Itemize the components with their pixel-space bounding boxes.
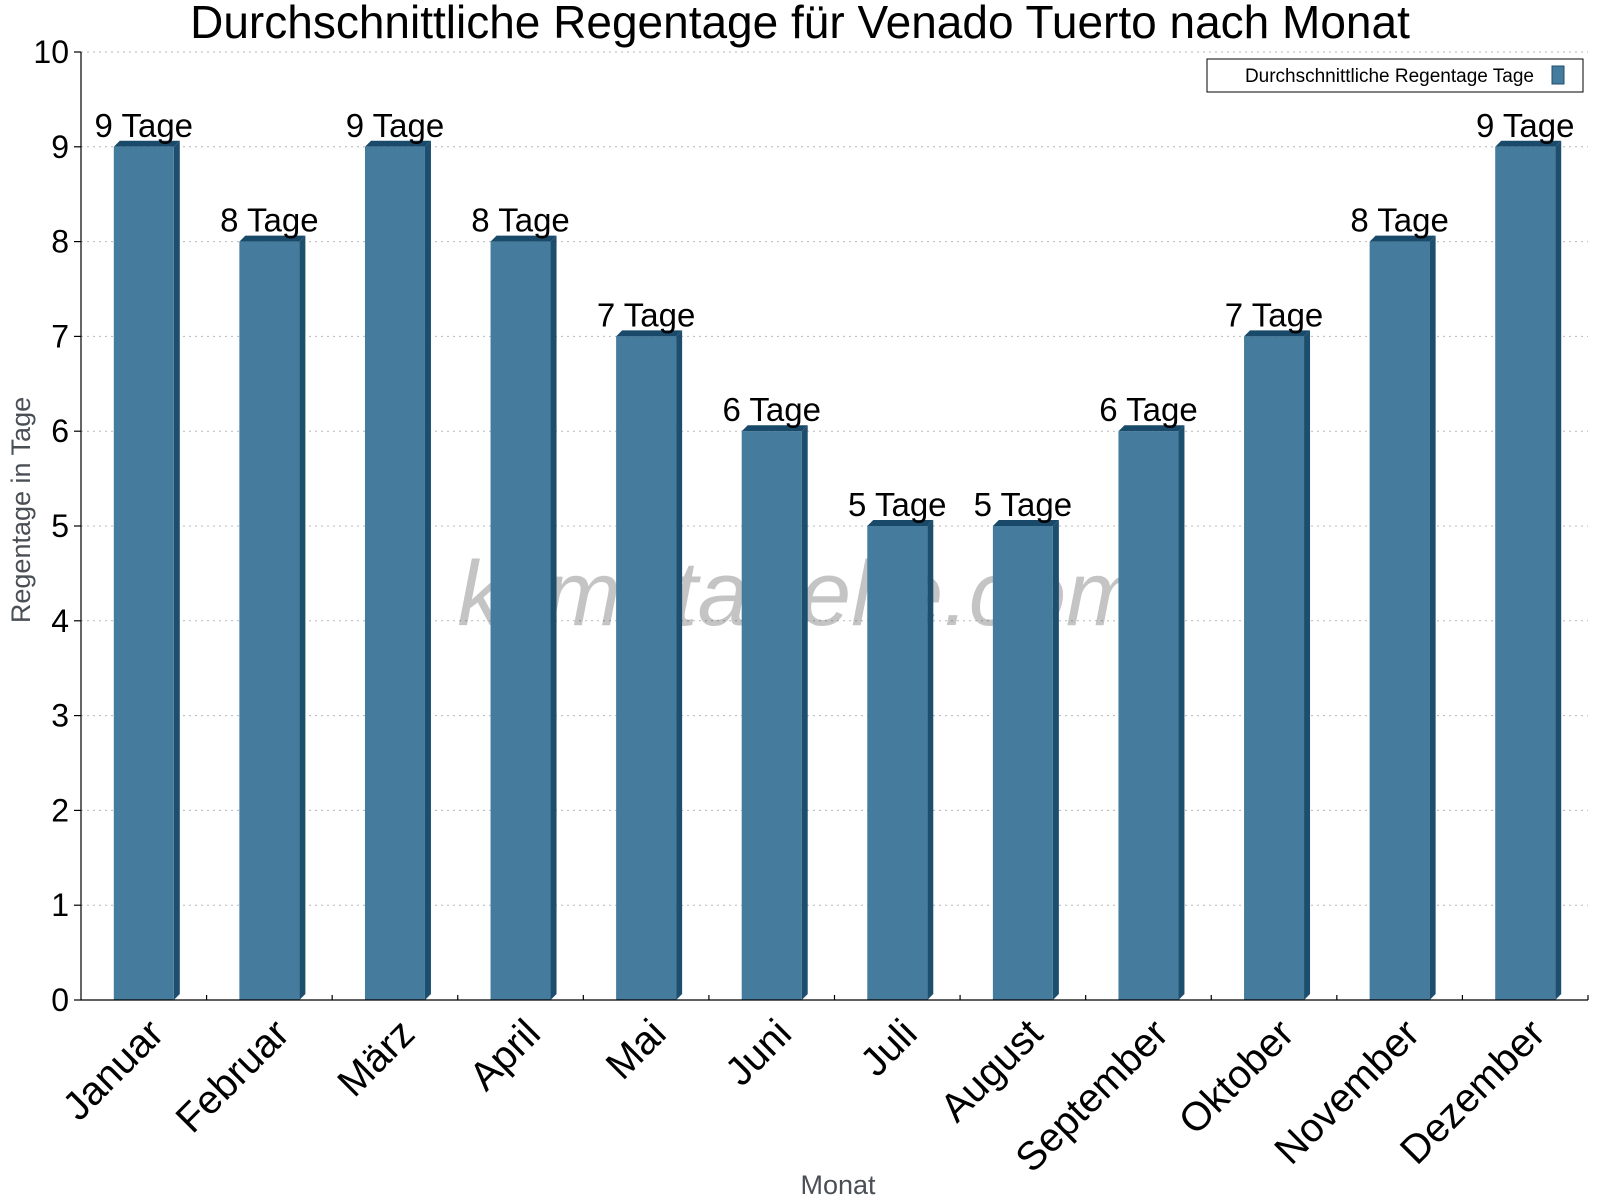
legend-swatch — [1551, 65, 1565, 85]
bar-top — [239, 235, 306, 242]
bar-top — [616, 330, 683, 337]
bar-group — [616, 330, 683, 1000]
legend-label: Durchschnittliche Regentage Tage — [1245, 66, 1534, 87]
bar-group — [992, 520, 1059, 1000]
gridlines — [81, 51, 1588, 906]
bar-value-label: 5 Tage — [848, 486, 946, 523]
bar-value-label: 8 Tage — [471, 202, 569, 239]
y-tick-label: 9 — [51, 129, 69, 165]
bar-value-label: 9 Tage — [1476, 107, 1574, 144]
bar-value-label: 6 Tage — [1099, 391, 1197, 428]
x-tick-label: Juni — [717, 1011, 800, 1094]
bar-top — [1244, 330, 1311, 337]
x-axis-label: Monat — [800, 1170, 876, 1200]
bar-side — [1304, 330, 1311, 1000]
bar-side — [550, 235, 557, 1001]
bar-group — [1244, 330, 1311, 1000]
y-tick-label: 8 — [51, 224, 69, 260]
x-tick-label: Februar — [168, 1011, 298, 1141]
bar-value-label: 8 Tage — [220, 202, 318, 239]
bar-group — [239, 235, 306, 1001]
bar-value-label: 6 Tage — [722, 391, 820, 428]
y-tick-label: 6 — [51, 413, 69, 449]
bar — [1118, 431, 1179, 1000]
bar — [1495, 146, 1556, 1001]
x-tick-label: Oktober — [1171, 1011, 1303, 1143]
bar-side — [801, 425, 808, 1000]
bar-top — [867, 520, 934, 526]
y-tick-label: 4 — [51, 603, 69, 639]
y-axis-ticks: 0 1 2 3 4 5 6 7 8 9 10 — [33, 34, 81, 1018]
bar-value-label: 9 Tage — [346, 107, 444, 144]
bar-group — [113, 140, 180, 1001]
bar-top — [364, 140, 431, 147]
bars — [113, 140, 1562, 1001]
bar-value-label: 7 Tage — [1225, 296, 1323, 333]
bar — [616, 336, 677, 1000]
bar-top — [741, 425, 808, 432]
y-tick-label: 10 — [33, 34, 69, 70]
legend-box — [1206, 58, 1584, 93]
axes — [80, 52, 1588, 1001]
y-tick-label: 2 — [51, 792, 69, 828]
bar — [867, 526, 928, 1000]
y-tick-label: 7 — [51, 318, 69, 354]
x-tick-label: Mai — [598, 1011, 675, 1088]
x-tick-label: April — [461, 1011, 549, 1099]
bar — [1244, 336, 1305, 1000]
bar-top — [490, 235, 557, 242]
bar-group — [741, 425, 808, 1000]
bar-top — [992, 520, 1059, 526]
bar-top — [1369, 235, 1436, 242]
bar — [239, 241, 300, 1001]
bar — [741, 431, 802, 1000]
bar-group — [1369, 235, 1436, 1001]
bar-top — [1118, 425, 1185, 432]
bar-side — [1178, 425, 1185, 1000]
bar-side — [1555, 140, 1562, 1001]
bar-group — [1118, 425, 1185, 1000]
bar — [490, 241, 551, 1001]
x-tick-label: August — [932, 1011, 1051, 1130]
bar-side — [927, 520, 934, 1000]
y-tick-label: 5 — [51, 508, 69, 544]
bar-value-labels: 9 Tage 8 Tage 9 Tage 8 Tage 7 Tage 6 Tage 5 Ta… — [95, 107, 1575, 523]
y-axis-label: Regentage in Tage — [6, 397, 36, 623]
bar-side — [1052, 520, 1059, 1000]
bar-value-label: 9 Tage — [95, 107, 193, 144]
y-tick-label: 3 — [51, 698, 69, 734]
bar-group — [867, 520, 934, 1000]
chart-title: Durchschnittliche Regentage für Venado T… — [190, 0, 1410, 48]
bar-side — [173, 140, 180, 1001]
bar-side — [299, 235, 306, 1001]
y-tick-label: 0 — [51, 982, 69, 1018]
bar-value-label: 8 Tage — [1350, 202, 1448, 239]
legend: Durchschnittliche Regentage Tage — [1206, 58, 1584, 93]
x-tick-label: März — [329, 1011, 423, 1105]
bar-value-label: 7 Tage — [597, 296, 695, 333]
bar-top — [1495, 140, 1562, 147]
bar-group — [1495, 140, 1562, 1001]
bar-top — [113, 140, 180, 147]
bar — [992, 526, 1053, 1000]
bar — [113, 146, 174, 1001]
bar — [1369, 241, 1430, 1001]
y-tick-label: 1 — [51, 887, 69, 923]
x-tick-label: Juli — [852, 1011, 926, 1085]
bar-value-label: 5 Tage — [974, 486, 1072, 523]
bar-side — [1429, 235, 1436, 1001]
bar-group — [490, 235, 557, 1001]
bar-group — [364, 140, 431, 1001]
bar — [364, 146, 425, 1001]
bar-side — [424, 140, 431, 1001]
x-tick-label: Januar — [55, 1011, 173, 1129]
bar-side — [676, 330, 683, 1000]
